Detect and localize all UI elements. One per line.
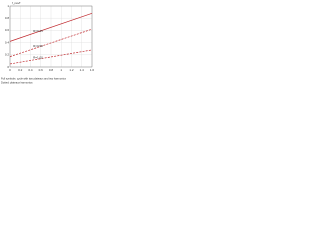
y-tick-label: 0.8 <box>5 16 10 20</box>
y-tick-label: 0.2 <box>5 53 10 57</box>
caption: Dotted: plateaux harmonics <box>1 81 33 85</box>
y-tick-label: 0.6 <box>5 28 10 32</box>
series-label: R=0.25 <box>33 29 43 33</box>
y-tick-label: 0.4 <box>5 40 10 44</box>
x-tick-label: 1.2 <box>69 68 74 72</box>
series-line <box>9 49 93 65</box>
series-label: R=0.50 <box>33 44 43 48</box>
y-axis-label: f_res/f <box>12 1 21 5</box>
chart: f_res/f Full symbols: cycle with two pla… <box>0 0 100 88</box>
series-line <box>9 28 93 57</box>
series-line <box>9 12 93 42</box>
y-tick-label: 0 <box>7 65 9 69</box>
y-tick-label: 1 <box>7 4 9 8</box>
x-tick-label: 0.8 <box>49 68 54 72</box>
plot-frame <box>9 5 93 68</box>
x-tick-label: 1.6 <box>90 68 95 72</box>
caption: Full symbols: cycle with two plateaux an… <box>1 77 67 81</box>
x-tick-label: 0 <box>9 68 11 72</box>
x-tick-label: 0.6 <box>39 68 44 72</box>
x-tick-label: 1 <box>60 68 62 72</box>
x-tick-label: 0.2 <box>18 68 23 72</box>
background <box>0 0 100 88</box>
x-tick-label: 1.4 <box>80 68 85 72</box>
series-label: R=1.00 <box>33 55 43 59</box>
x-tick-label: 0.4 <box>28 68 33 72</box>
